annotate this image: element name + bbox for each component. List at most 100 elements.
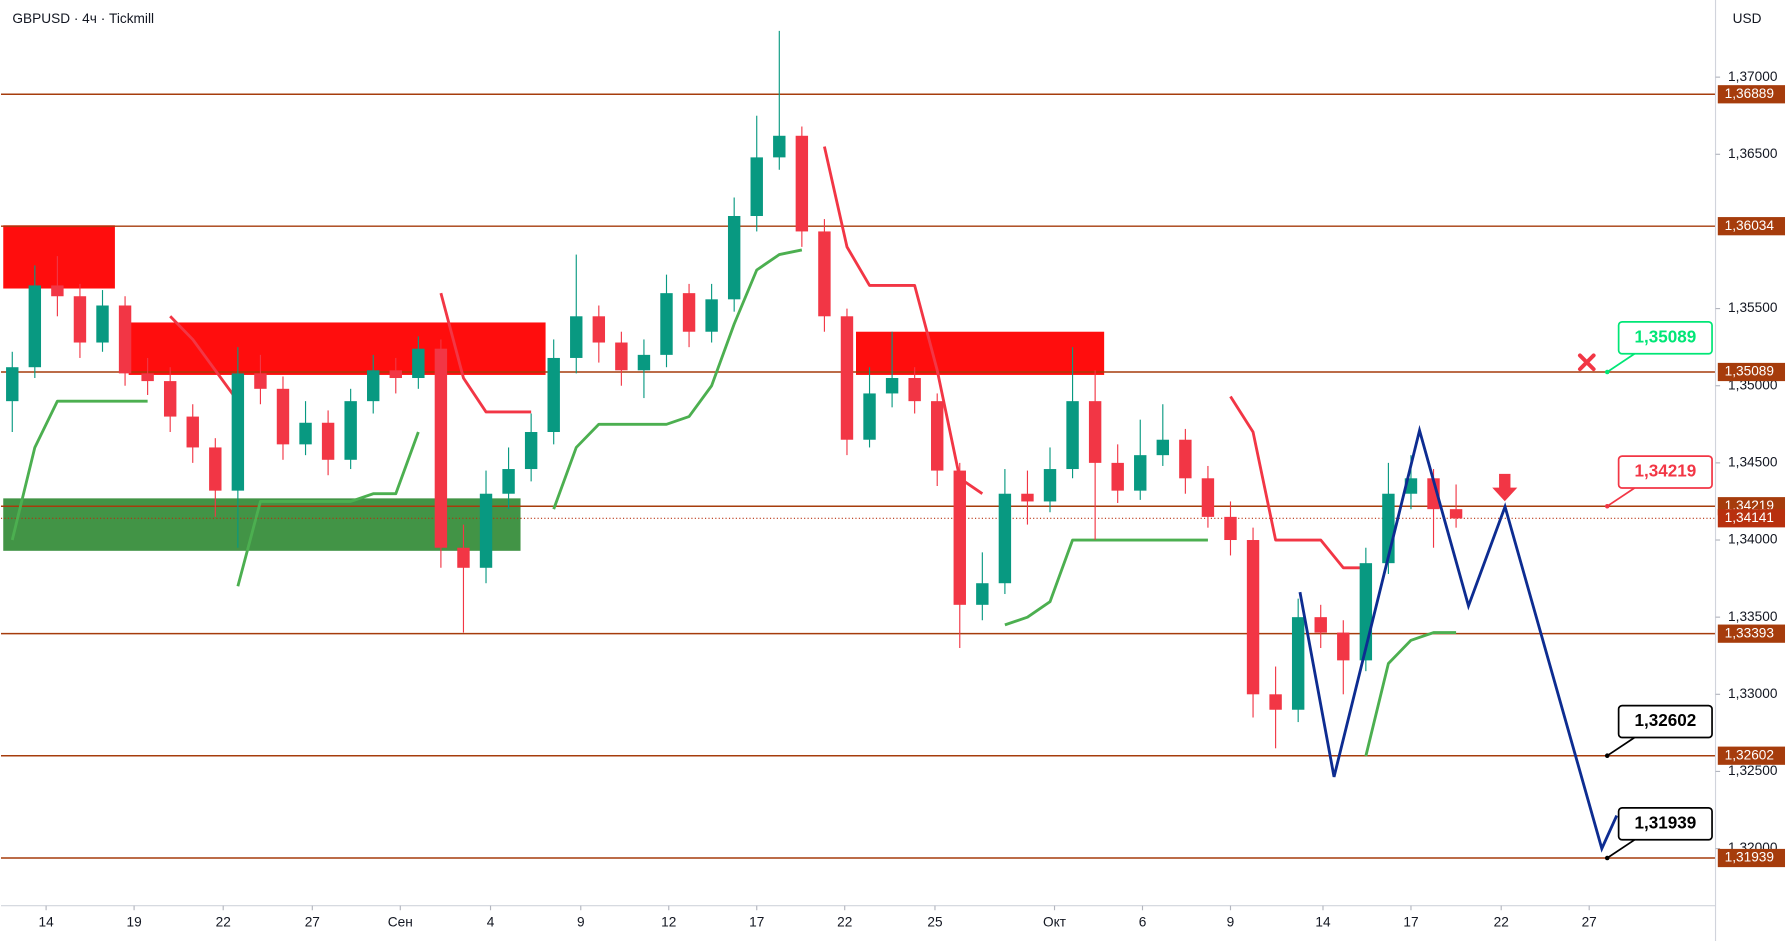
candle-body (592, 316, 606, 343)
candle-body (953, 470, 966, 605)
y-tick-label: 1,37000 (1728, 69, 1778, 84)
x-tick-label: 9 (577, 914, 585, 929)
candle-body (231, 373, 245, 491)
currency: USD (1733, 11, 1762, 26)
candle-body (209, 447, 222, 491)
candle-body (547, 357, 560, 433)
candle-body (1291, 617, 1305, 710)
x-tick-label: 4 (487, 914, 495, 929)
x-tick-label: 14 (1315, 914, 1331, 929)
candle-body (6, 367, 19, 402)
candle-body (502, 469, 515, 494)
candle-body (1337, 632, 1350, 661)
callout-anchor (1604, 753, 1610, 758)
callout-box (1617, 704, 1713, 739)
candle-body (276, 388, 290, 445)
candle-body (1088, 401, 1102, 463)
level-axis-label: 1,34219 (1725, 498, 1774, 513)
candle-body (163, 381, 177, 417)
candle-body (727, 216, 741, 300)
x-tick-label: 27 (305, 914, 320, 929)
callout-label: 1,35089 (1634, 327, 1696, 346)
candle-body (1111, 462, 1124, 491)
cross-stroke (1577, 353, 1596, 372)
candle-body (412, 348, 425, 379)
candle-body (1156, 439, 1170, 456)
callout-label: 1,34219 (1634, 462, 1696, 481)
candle-body (1314, 617, 1327, 633)
candle-body (682, 293, 696, 332)
candle-body (118, 305, 132, 374)
candle-body (254, 373, 267, 389)
y-tick-label: 1,36500 (1728, 146, 1778, 161)
callout-leader (1606, 736, 1636, 757)
candle-body (1224, 516, 1237, 541)
candle-body (186, 416, 199, 448)
candle-body (1449, 509, 1463, 519)
callout-anchor (1604, 503, 1610, 509)
y-tick-label: 1,32500 (1728, 763, 1778, 778)
callout-label: 1,31939 (1634, 813, 1696, 832)
y-tick-label: 1,34000 (1728, 532, 1778, 547)
candle-body (367, 370, 380, 402)
candle-body (344, 401, 357, 460)
candle-body (773, 135, 786, 158)
candle-body (457, 547, 470, 568)
x-tick-label: 19 (126, 914, 141, 929)
callout-box (1617, 321, 1713, 355)
candle-body (998, 493, 1012, 584)
x-tick-label: Сен (388, 914, 413, 929)
callout-anchor (1604, 369, 1610, 375)
callout-box (1617, 455, 1713, 489)
y-tick-label: 1,33500 (1728, 609, 1778, 624)
candle-body (51, 285, 64, 297)
last-price-tag (1717, 509, 1786, 528)
candle-body (795, 135, 809, 232)
x-tick-label: 17 (749, 914, 764, 929)
callout-leader (1606, 487, 1636, 507)
candle-body (637, 354, 651, 371)
level-axis-label: 1,36034 (1725, 218, 1775, 233)
candle-body (434, 348, 448, 548)
candle-body (1201, 478, 1215, 517)
last-price-label: 1,34141 (1725, 510, 1774, 525)
candle-body (1246, 540, 1260, 695)
level-axis-tag (1717, 85, 1786, 104)
down-arrow-icon (1492, 473, 1518, 502)
forecast-line (1298, 424, 1619, 853)
y-tick-label: 1,35500 (1728, 300, 1778, 315)
x-tick-label: 9 (1227, 914, 1235, 929)
candle-body (299, 422, 312, 445)
zone (3, 498, 521, 551)
candle-body (750, 157, 763, 217)
x-tick-label: 12 (661, 914, 676, 929)
candle-body (1427, 478, 1440, 510)
candle-body (908, 378, 921, 402)
y-tick-label: 1,33000 (1728, 686, 1778, 701)
callout-leader (1606, 839, 1636, 859)
candle-body (885, 378, 899, 394)
candle-body (863, 393, 876, 440)
level-axis-tag (1717, 624, 1786, 643)
callout-leader (1606, 353, 1636, 373)
candle-body (96, 305, 109, 343)
level-axis-tag (1717, 746, 1786, 765)
candle-body (976, 583, 989, 605)
level-axis-tag (1717, 362, 1786, 382)
candle-body (73, 296, 87, 343)
callout-anchor (1604, 855, 1610, 861)
level-axis-label: 1,31939 (1725, 850, 1774, 865)
level-axis-label: 1,35089 (1725, 364, 1774, 379)
y-tick-label: 1,34500 (1728, 454, 1778, 469)
x-tick-label: 22 (1494, 914, 1509, 929)
candle-body (660, 293, 673, 355)
candle-body (389, 370, 402, 379)
candle-body (570, 316, 583, 358)
zone (128, 322, 546, 375)
level-axis-label: 1,36889 (1725, 86, 1774, 101)
resistance-line (169, 146, 1366, 570)
zone (855, 331, 1105, 375)
x-tick-label: 22 (216, 914, 231, 929)
candle-body (141, 373, 154, 382)
